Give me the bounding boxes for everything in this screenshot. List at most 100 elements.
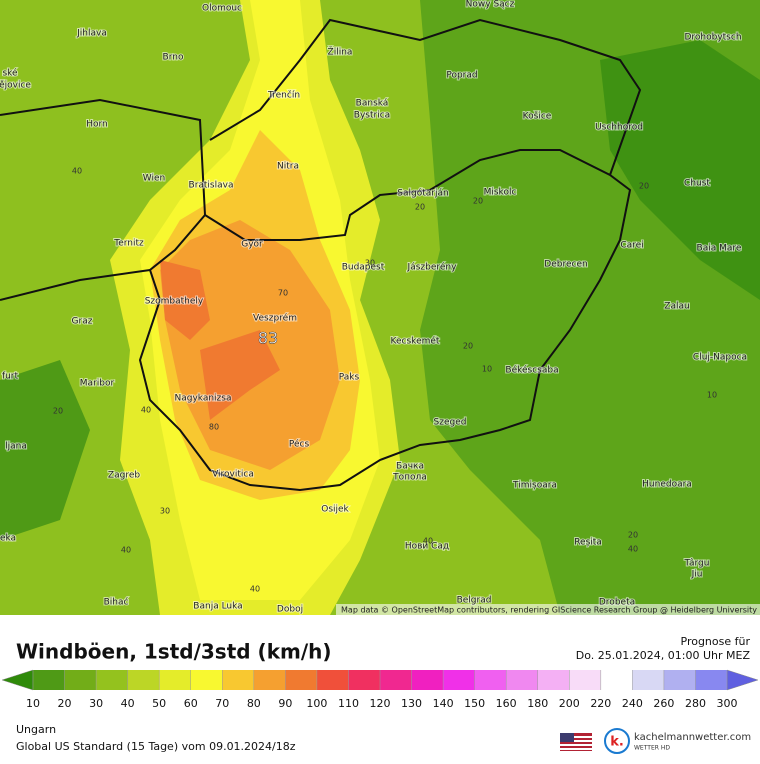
flag (560, 733, 592, 751)
brand: WETTER HD (634, 745, 670, 752)
colorbar-tick-label: 40 (121, 697, 135, 710)
contour-label: 20 (415, 203, 425, 212)
contour-label: 40 (250, 585, 260, 594)
city-label: Chust (684, 179, 710, 189)
city-label: Brno (163, 53, 184, 63)
city-label: Hunedoara (642, 480, 692, 490)
city-label: Jihlava (76, 29, 107, 39)
contour-label: 70 (278, 289, 288, 298)
city-label: Trenčín (267, 90, 300, 101)
city-label: Pécs (289, 439, 310, 450)
colorbar-tick-label: 150 (464, 697, 485, 710)
city-label: Szombathely (145, 297, 204, 307)
city-label: ljana (5, 442, 27, 452)
colorbar-tick-label: 70 (215, 697, 229, 710)
colorbar-cell (253, 670, 286, 690)
city-label: Veszprém (253, 313, 297, 324)
city-label: Jászberény (407, 262, 458, 273)
city-label: Ternitz (113, 239, 144, 249)
city-label: Wien (143, 174, 165, 184)
logo (604, 728, 630, 754)
contour-label: 30 (160, 507, 170, 516)
colorbar-cell (159, 670, 191, 690)
colorbar-tick-label: 20 (58, 697, 72, 710)
colorbar-tick-label: 50 (152, 697, 166, 710)
colorbar-cell (537, 670, 570, 690)
city-label: Žilina (328, 46, 353, 58)
city-label: Olomouc (202, 4, 242, 14)
city-label: Békéscsaba (505, 365, 558, 376)
city-label: Zalau (664, 302, 689, 312)
city-label: Drohobytsch (684, 33, 741, 43)
contour-label: 20 (473, 197, 483, 206)
city-label: Топола (392, 473, 427, 483)
city-label: Graz (72, 317, 93, 327)
colorbar-under (1, 669, 34, 691)
contour-label: 40 (141, 406, 151, 415)
city-label: Nowy Sącz (466, 0, 515, 10)
colorbar-tick-label: 160 (496, 697, 517, 710)
colorbar: 10 20 30 40 50 60 70 80 90 100 110 120 130 140 150 160 1… (1, 669, 759, 710)
colorbar-tick-label: 300 (717, 697, 738, 710)
colorbar-cell (380, 670, 412, 690)
city-label: Poprad (446, 71, 477, 81)
colorbar-cell (316, 670, 349, 690)
colorbar-cell (569, 670, 601, 690)
contour-label: 20 (463, 342, 473, 351)
city-label: Jiu (691, 570, 703, 580)
site[interactable]: kachelmannwetter.com (634, 732, 751, 743)
colorbar-tick-label: 140 (433, 697, 454, 710)
city-label: ské (2, 68, 18, 79)
colorbar-tick-label: 10 (26, 697, 40, 710)
city-label: Osijek (321, 505, 349, 515)
contour-label: 20 (628, 531, 638, 540)
city-label: Drobeta (599, 598, 635, 608)
colorbar-tick-label: 130 (401, 697, 422, 710)
colorbar-cell (411, 670, 444, 690)
city-label: Kecskemét (391, 336, 440, 347)
colorbar-over (726, 669, 759, 691)
colorbar-cell (695, 670, 727, 690)
contour-label: 20 (53, 407, 63, 416)
colorbar-cell (663, 670, 696, 690)
city-label: Baia Mare (697, 244, 742, 254)
city-label: ějovice (0, 81, 31, 91)
city-label: Banská (356, 99, 389, 109)
city-label: Zagreb (108, 471, 140, 481)
city-label: Budapest (342, 263, 385, 273)
city-label: Debrecen (544, 260, 587, 270)
colorbar-cell (127, 670, 160, 690)
colorbar-tick-label: 80 (247, 697, 261, 710)
map: Map data © OpenStreetMap contributors, r… (0, 0, 760, 615)
colorbar-cell (96, 670, 128, 690)
city-label: Banja Luka (193, 602, 242, 612)
max-label: 83 (258, 329, 278, 348)
city-label: Bystrica (354, 111, 390, 121)
contour-label: 40 (121, 546, 131, 555)
colorbar-tick-label: 30 (89, 697, 103, 710)
contour-labels: 40 20 20 20 70 30 20 10 10 20 40 80 30 40 40 20 40 40 (53, 167, 717, 594)
city-label: Carei (620, 241, 643, 251)
city-label: Nitra (277, 162, 299, 172)
city-label: Бачка (396, 462, 424, 472)
colorbar-tick-label: 240 (622, 697, 643, 710)
city-label: Belgrad (457, 596, 492, 606)
city-label: Bratislava (189, 181, 234, 191)
contour-label: 40 (628, 545, 638, 554)
city-label: Nagykanizsa (175, 394, 232, 404)
colorbar-cell (222, 670, 254, 690)
city-label: Reșita (574, 538, 602, 548)
colorbar-tick-label: 200 (559, 697, 580, 710)
colorbar-cell (443, 670, 475, 690)
colorbar-cell (285, 670, 317, 690)
city-label: Târgu (684, 559, 710, 569)
city-label: Košice (523, 111, 552, 122)
colorbar-tick-label: 180 (527, 697, 548, 710)
city-label: Нови Сад (405, 542, 449, 552)
city-label: Bihać (104, 597, 129, 608)
city-label: furt (2, 372, 19, 382)
contour-label: 80 (209, 423, 219, 432)
city-label: Miskolc (484, 188, 517, 198)
colorbar-cell (600, 670, 633, 690)
